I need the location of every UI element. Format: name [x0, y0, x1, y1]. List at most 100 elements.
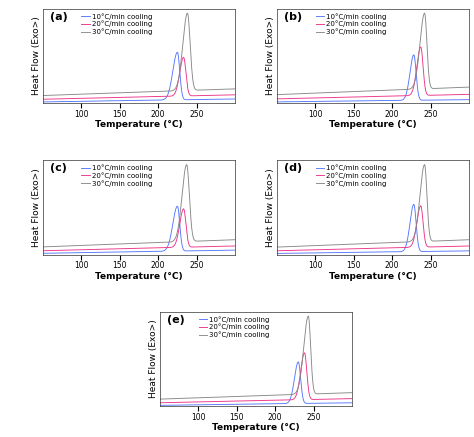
Line: 10°C/min cooling: 10°C/min cooling: [277, 55, 469, 102]
20°C/min cooling: [157, 400, 163, 406]
30°C/min cooling: [356, 89, 362, 94]
10°C/min cooling: [356, 98, 362, 104]
30°C/min cooling: [208, 87, 214, 92]
10°C/min cooling: [307, 99, 313, 104]
X-axis label: Temperature (°C): Temperature (°C): [329, 120, 417, 129]
Line: 20°C/min cooling: 20°C/min cooling: [277, 47, 469, 99]
30°C/min cooling: [422, 10, 428, 16]
20°C/min cooling: [418, 203, 424, 208]
20°C/min cooling: [228, 243, 234, 249]
10°C/min cooling: [40, 99, 46, 104]
10°C/min cooling: [274, 99, 280, 104]
Line: 10°C/min cooling: 10°C/min cooling: [43, 52, 235, 102]
10°C/min cooling: [62, 99, 67, 104]
20°C/min cooling: [274, 96, 280, 101]
20°C/min cooling: [346, 396, 351, 401]
Line: 20°C/min cooling: 20°C/min cooling: [160, 353, 352, 403]
20°C/min cooling: [208, 244, 214, 249]
10°C/min cooling: [295, 359, 301, 364]
20°C/min cooling: [418, 45, 424, 50]
Text: (d): (d): [284, 163, 302, 173]
20°C/min cooling: [231, 399, 237, 404]
X-axis label: Temperature (°C): Temperature (°C): [212, 423, 300, 432]
20°C/min cooling: [325, 396, 330, 402]
10°C/min cooling: [231, 402, 237, 407]
20°C/min cooling: [301, 350, 307, 356]
30°C/min cooling: [463, 85, 468, 90]
X-axis label: Temperature (°C): Temperature (°C): [329, 271, 417, 281]
30°C/min cooling: [179, 396, 184, 401]
10°C/min cooling: [463, 248, 468, 253]
30°C/min cooling: [73, 92, 79, 97]
30°C/min cooling: [114, 90, 119, 96]
20°C/min cooling: [466, 243, 472, 249]
10°C/min cooling: [232, 247, 238, 253]
20°C/min cooling: [62, 248, 67, 253]
10°C/min cooling: [157, 403, 163, 408]
Legend: 10°C/min cooling, 20°C/min cooling, 30°C/min cooling: 10°C/min cooling, 20°C/min cooling, 30°C…: [81, 12, 153, 36]
10°C/min cooling: [349, 400, 355, 406]
10°C/min cooling: [73, 99, 79, 104]
20°C/min cooling: [442, 92, 447, 97]
Line: 20°C/min cooling: 20°C/min cooling: [43, 209, 235, 251]
20°C/min cooling: [307, 247, 313, 253]
10°C/min cooling: [114, 250, 119, 255]
Text: (a): (a): [50, 12, 68, 21]
30°C/min cooling: [232, 86, 238, 91]
10°C/min cooling: [463, 97, 468, 102]
10°C/min cooling: [411, 52, 417, 58]
20°C/min cooling: [348, 246, 354, 252]
Y-axis label: Heat Flow (Exo>): Heat Flow (Exo>): [32, 168, 41, 247]
20°C/min cooling: [232, 243, 238, 249]
20°C/min cooling: [122, 95, 128, 100]
10°C/min cooling: [190, 402, 196, 408]
30°C/min cooling: [356, 241, 362, 246]
20°C/min cooling: [274, 248, 280, 253]
Line: 10°C/min cooling: 10°C/min cooling: [43, 206, 235, 253]
20°C/min cooling: [40, 248, 46, 253]
30°C/min cooling: [307, 243, 313, 249]
Text: (c): (c): [50, 163, 67, 173]
30°C/min cooling: [239, 394, 245, 399]
10°C/min cooling: [174, 50, 180, 55]
30°C/min cooling: [466, 84, 472, 90]
30°C/min cooling: [325, 391, 330, 396]
Line: 30°C/min cooling: 30°C/min cooling: [43, 165, 235, 247]
10°C/min cooling: [348, 250, 354, 255]
Text: (e): (e): [167, 315, 185, 325]
30°C/min cooling: [422, 162, 428, 167]
30°C/min cooling: [231, 394, 237, 399]
30°C/min cooling: [184, 162, 190, 167]
30°C/min cooling: [305, 314, 311, 319]
20°C/min cooling: [114, 95, 119, 100]
30°C/min cooling: [346, 390, 351, 395]
Y-axis label: Heat Flow (Exo>): Heat Flow (Exo>): [32, 17, 41, 95]
20°C/min cooling: [348, 94, 354, 100]
Y-axis label: Heat Flow (Exo>): Heat Flow (Exo>): [266, 17, 275, 95]
20°C/min cooling: [228, 92, 234, 97]
30°C/min cooling: [348, 89, 354, 94]
10°C/min cooling: [346, 400, 351, 406]
10°C/min cooling: [442, 97, 447, 103]
30°C/min cooling: [463, 237, 468, 243]
20°C/min cooling: [179, 400, 184, 405]
30°C/min cooling: [62, 92, 67, 97]
30°C/min cooling: [228, 87, 234, 92]
Legend: 10°C/min cooling, 20°C/min cooling, 30°C/min cooling: 10°C/min cooling, 20°C/min cooling, 30°C…: [315, 12, 387, 36]
Legend: 10°C/min cooling, 20°C/min cooling, 30°C/min cooling: 10°C/min cooling, 20°C/min cooling, 30°C…: [315, 164, 387, 187]
10°C/min cooling: [411, 202, 417, 207]
20°C/min cooling: [190, 399, 196, 405]
20°C/min cooling: [73, 247, 79, 253]
20°C/min cooling: [181, 206, 186, 212]
20°C/min cooling: [232, 92, 238, 97]
20°C/min cooling: [73, 96, 79, 101]
Y-axis label: Heat Flow (Exo>): Heat Flow (Exo>): [266, 168, 275, 247]
Line: 30°C/min cooling: 30°C/min cooling: [43, 13, 235, 96]
10°C/min cooling: [122, 98, 128, 103]
30°C/min cooling: [40, 244, 46, 250]
10°C/min cooling: [239, 402, 245, 407]
30°C/min cooling: [232, 237, 238, 243]
30°C/min cooling: [190, 395, 196, 401]
30°C/min cooling: [184, 10, 190, 16]
Line: 30°C/min cooling: 30°C/min cooling: [277, 165, 469, 247]
